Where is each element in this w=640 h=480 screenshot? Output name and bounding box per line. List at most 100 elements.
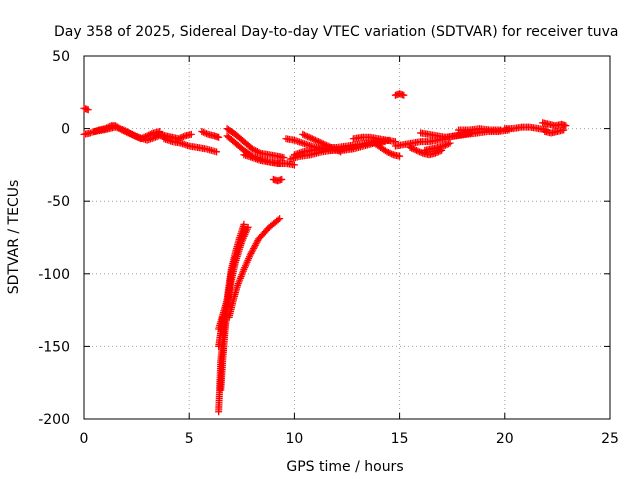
chart-title: Day 358 of 2025, Sidereal Day-to-day VTE… bbox=[54, 24, 618, 40]
series-arc-15-spike bbox=[391, 90, 408, 99]
data-points bbox=[80, 90, 570, 416]
x-tick-label: 5 bbox=[185, 431, 194, 447]
data-point bbox=[250, 245, 258, 253]
data-point bbox=[497, 126, 505, 134]
data-point bbox=[416, 148, 424, 156]
data-point bbox=[441, 141, 449, 149]
series-arc-mid-3 bbox=[240, 151, 298, 169]
series-arc-outlier bbox=[269, 175, 286, 185]
data-point bbox=[130, 131, 138, 139]
data-point bbox=[414, 147, 422, 155]
data-point bbox=[198, 128, 206, 136]
data-point bbox=[278, 175, 286, 183]
data-point bbox=[247, 249, 255, 257]
series-arc-14-15 bbox=[370, 139, 404, 160]
data-point bbox=[84, 106, 92, 114]
data-point bbox=[388, 150, 396, 158]
series-arc-mid-1 bbox=[223, 125, 288, 162]
data-point bbox=[187, 130, 195, 138]
x-axis-label: GPS time / hours bbox=[286, 459, 403, 475]
data-point bbox=[313, 137, 321, 145]
data-point bbox=[305, 133, 313, 141]
data-point bbox=[396, 152, 404, 160]
series-arc-18-20 bbox=[455, 125, 505, 134]
data-point bbox=[254, 237, 262, 245]
data-point bbox=[440, 142, 448, 150]
data-point bbox=[255, 235, 263, 243]
data-point bbox=[199, 128, 207, 136]
series-arc-20-22 bbox=[501, 123, 551, 134]
data-point bbox=[215, 408, 223, 416]
y-tick-label: -50 bbox=[47, 194, 70, 210]
data-point bbox=[179, 133, 187, 141]
data-point bbox=[409, 145, 417, 153]
x-tick-label: 0 bbox=[80, 431, 89, 447]
series-arc-4-6 bbox=[160, 135, 221, 156]
data-point bbox=[560, 126, 568, 134]
plot-frame bbox=[83, 55, 611, 420]
y-tick-label: 0 bbox=[61, 122, 70, 138]
x-tick-label: 10 bbox=[285, 431, 303, 447]
data-point bbox=[217, 386, 225, 394]
data-point bbox=[562, 122, 570, 130]
y-tick-label: -100 bbox=[38, 267, 70, 283]
series-arc-5-6 bbox=[198, 128, 223, 141]
data-point bbox=[152, 133, 160, 141]
data-point bbox=[250, 243, 258, 251]
y-tick-label: -200 bbox=[38, 412, 70, 428]
data-point bbox=[213, 148, 221, 156]
data-point bbox=[318, 139, 326, 147]
data-point bbox=[178, 133, 186, 141]
y-tick-label: 50 bbox=[52, 49, 70, 65]
x-tick-label: 20 bbox=[496, 431, 514, 447]
data-point bbox=[319, 140, 327, 148]
data-point bbox=[299, 130, 307, 138]
data-point bbox=[406, 143, 414, 151]
y-tick-label: -150 bbox=[38, 339, 70, 355]
data-point bbox=[446, 139, 454, 147]
data-point bbox=[302, 132, 310, 140]
data-point bbox=[315, 138, 323, 146]
data-point bbox=[255, 148, 263, 156]
data-point bbox=[316, 138, 324, 146]
series-arc-drop-3 bbox=[225, 215, 284, 321]
data-point bbox=[308, 135, 316, 143]
data-point bbox=[215, 342, 223, 350]
series-arc-21-23 bbox=[539, 119, 570, 130]
data-point bbox=[310, 135, 318, 143]
data-point bbox=[311, 136, 319, 144]
data-point bbox=[417, 149, 425, 157]
y-axis-label: SDTVAR / TECUs bbox=[6, 180, 22, 295]
data-point bbox=[321, 141, 329, 149]
data-point bbox=[408, 144, 416, 152]
data-point bbox=[215, 133, 223, 141]
data-point bbox=[326, 143, 334, 151]
data-point bbox=[307, 134, 315, 142]
data-point bbox=[400, 91, 408, 99]
data-point bbox=[252, 240, 260, 248]
data-point bbox=[445, 140, 453, 148]
data-point bbox=[304, 133, 312, 141]
series-arc-13-15 bbox=[349, 133, 399, 146]
series-arc-4-5 bbox=[156, 130, 195, 143]
grid-lines bbox=[84, 56, 610, 419]
data-point bbox=[349, 143, 357, 151]
series-arc-22-23 bbox=[541, 126, 568, 137]
data-point bbox=[128, 130, 136, 138]
data-point bbox=[203, 130, 211, 138]
axis-ticks: 0 5 10 15 20 25 -200 -150 -100 -50 0 50 bbox=[38, 49, 619, 447]
data-point bbox=[411, 146, 419, 154]
data-point bbox=[383, 148, 391, 156]
data-point bbox=[132, 132, 140, 140]
data-point bbox=[225, 313, 233, 321]
series-arc-drop-5 bbox=[215, 313, 227, 350]
x-tick-label: 25 bbox=[601, 431, 619, 447]
data-point bbox=[133, 133, 141, 141]
series-arc-start-a bbox=[80, 104, 92, 114]
data-point bbox=[248, 248, 256, 256]
series-arc-10-13 bbox=[286, 143, 357, 163]
x-tick-label: 15 bbox=[391, 431, 409, 447]
data-point bbox=[412, 146, 420, 154]
data-point bbox=[443, 141, 451, 149]
